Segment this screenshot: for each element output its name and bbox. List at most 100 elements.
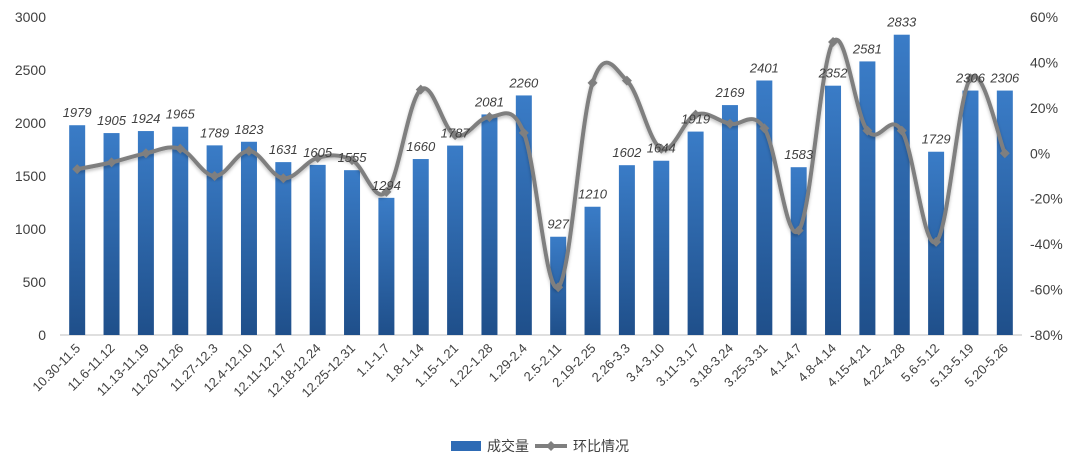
legend-swatch-marker: [546, 441, 556, 451]
y-left-tick-label: 2000: [15, 115, 46, 131]
bar: [103, 133, 120, 335]
x-tick-label: 1.29-2.4: [486, 341, 530, 385]
bar: [825, 85, 842, 335]
y-left-tick-label: 3000: [15, 9, 46, 25]
bar: [790, 167, 807, 335]
bar: [859, 61, 876, 335]
bar: [412, 159, 429, 335]
y-right-tick-label: -60%: [1030, 282, 1063, 298]
line-point-marker: [896, 125, 907, 136]
bar-data-label: 2306: [989, 71, 1020, 86]
bar-data-label: 2833: [886, 15, 917, 30]
bar-data-label: 1919: [681, 112, 710, 127]
line-point-marker: [140, 148, 151, 159]
bar: [447, 145, 464, 335]
bar-data-label: 2306: [955, 71, 986, 86]
bar-data-label: 2260: [508, 75, 539, 90]
bar: [275, 162, 292, 335]
bar: [378, 197, 395, 335]
bar: [756, 80, 773, 335]
line-point-marker: [656, 143, 667, 154]
line-point-marker: [106, 157, 117, 168]
bar: [996, 90, 1013, 336]
bar-data-label: 1583: [784, 147, 814, 162]
y-left-tick-label: 2500: [15, 62, 46, 78]
bar-data-label: 1965: [166, 107, 196, 122]
bar-data-label: 1644: [647, 141, 676, 156]
line-point-marker: [828, 36, 839, 47]
line-point-marker: [278, 173, 289, 184]
line-point-marker: [587, 77, 598, 88]
line-point-marker: [621, 75, 632, 86]
bar-data-label: 1602: [612, 145, 642, 160]
y-right-tick-label: -20%: [1030, 191, 1063, 207]
y-right-tick-label: 0%: [1030, 145, 1050, 161]
bar-data-label: 1789: [200, 125, 229, 140]
y-left-tick-label: 1500: [15, 168, 46, 184]
line-point-marker: [553, 282, 564, 293]
y-right-tick-label: -40%: [1030, 236, 1063, 252]
bar-data-label: 1631: [269, 142, 298, 157]
line-point-marker: [209, 171, 220, 181]
line-point-marker: [759, 123, 770, 134]
bar-data-label: 1823: [235, 122, 265, 137]
line-point-marker: [931, 236, 942, 247]
bar: [137, 131, 154, 335]
line-point-marker: [724, 118, 735, 129]
bar-data-label: 2081: [474, 94, 504, 109]
line-point-marker: [347, 155, 358, 166]
bar: [721, 105, 738, 335]
line-point-marker: [312, 152, 323, 163]
bar-data-label: 1924: [131, 111, 160, 126]
line-point-marker: [450, 130, 461, 141]
bar: [344, 170, 361, 335]
line-point-marker: [793, 225, 804, 236]
bar-data-label: 1979: [63, 105, 92, 120]
line-point-marker: [965, 73, 976, 84]
bar-data-label: 1729: [922, 132, 951, 147]
legend-swatch-bar: [451, 441, 481, 451]
bar-data-label: 2352: [818, 66, 849, 81]
bar-data-label: 1210: [578, 187, 608, 202]
line-point-marker: [175, 143, 186, 154]
bar-data-label: 1294: [372, 178, 401, 193]
bar: [481, 114, 498, 335]
line-point-marker: [690, 109, 701, 120]
bar-data-label: 1555: [338, 150, 368, 165]
y-left-tick-label: 1000: [15, 221, 46, 237]
line-point-marker: [243, 146, 254, 157]
bar-data-label: 2169: [715, 85, 745, 100]
line-point-marker: [381, 186, 392, 197]
line-point-marker: [999, 148, 1010, 159]
bar: [584, 206, 601, 335]
bar-data-label: 927: [547, 217, 569, 232]
bar-data-label: 1605: [303, 145, 333, 160]
line-point-marker: [484, 111, 495, 122]
line-point-marker: [415, 84, 426, 95]
bar: [206, 145, 223, 335]
y-right-tick-label: 40%: [1030, 54, 1058, 70]
bar-data-label: 1660: [406, 139, 436, 154]
legend-label-line: 环比情况: [573, 438, 629, 454]
line-point-marker: [518, 127, 529, 138]
line-point-marker: [72, 164, 83, 175]
y-left-tick-label: 0: [38, 327, 46, 343]
y-right-tick-label: -80%: [1030, 327, 1063, 343]
bar-data-label: 2401: [749, 60, 779, 75]
bar: [962, 90, 979, 336]
bar: [240, 141, 257, 335]
y-right-tick-label: 20%: [1030, 100, 1058, 116]
y-left-tick-label: 500: [23, 274, 47, 290]
bar-data-label: 1787: [441, 126, 471, 141]
legend-label-bar: 成交量: [487, 438, 529, 454]
bar: [69, 125, 86, 335]
bar-data-label: 2581: [852, 41, 882, 56]
y-right-tick-label: 60%: [1030, 9, 1058, 25]
bar-data-label: 1905: [97, 113, 127, 128]
bar: [172, 126, 189, 336]
bar: [653, 160, 670, 335]
line-point-marker: [862, 125, 873, 136]
bar: [309, 164, 326, 335]
